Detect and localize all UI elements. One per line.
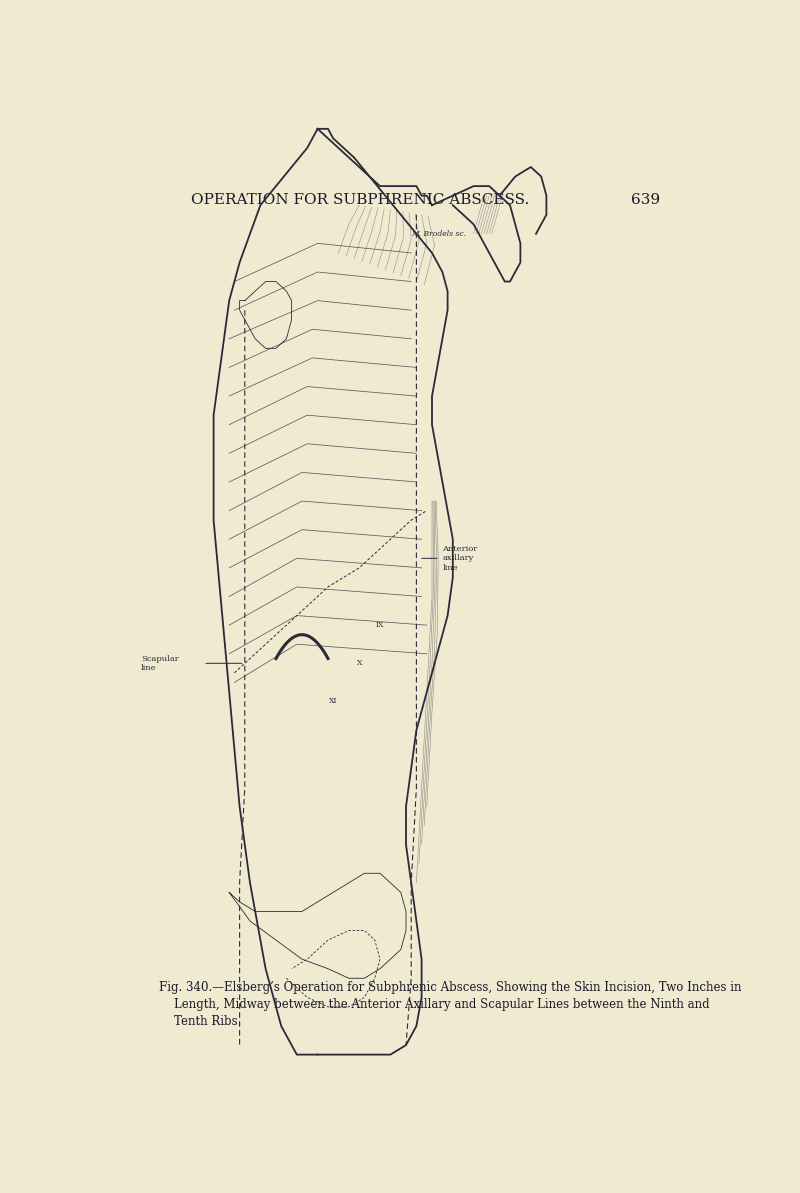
Text: XI: XI bbox=[329, 698, 338, 705]
Text: M. Brodels sc.: M. Brodels sc. bbox=[411, 230, 466, 237]
Text: Scapular
line: Scapular line bbox=[141, 655, 178, 672]
Text: Anterior
axillary
line: Anterior axillary line bbox=[442, 545, 478, 571]
Text: X: X bbox=[357, 660, 362, 667]
Text: IX: IX bbox=[376, 622, 384, 629]
Text: OPERATION FOR SUBPHRENIC ABSCESS.: OPERATION FOR SUBPHRENIC ABSCESS. bbox=[191, 193, 530, 208]
Text: Fig. 340.—Elsberg’s Operation for Subphrenic Abscess, Showing the Skin Incision,: Fig. 340.—Elsberg’s Operation for Subphr… bbox=[159, 981, 742, 1028]
Text: 639: 639 bbox=[631, 193, 660, 208]
